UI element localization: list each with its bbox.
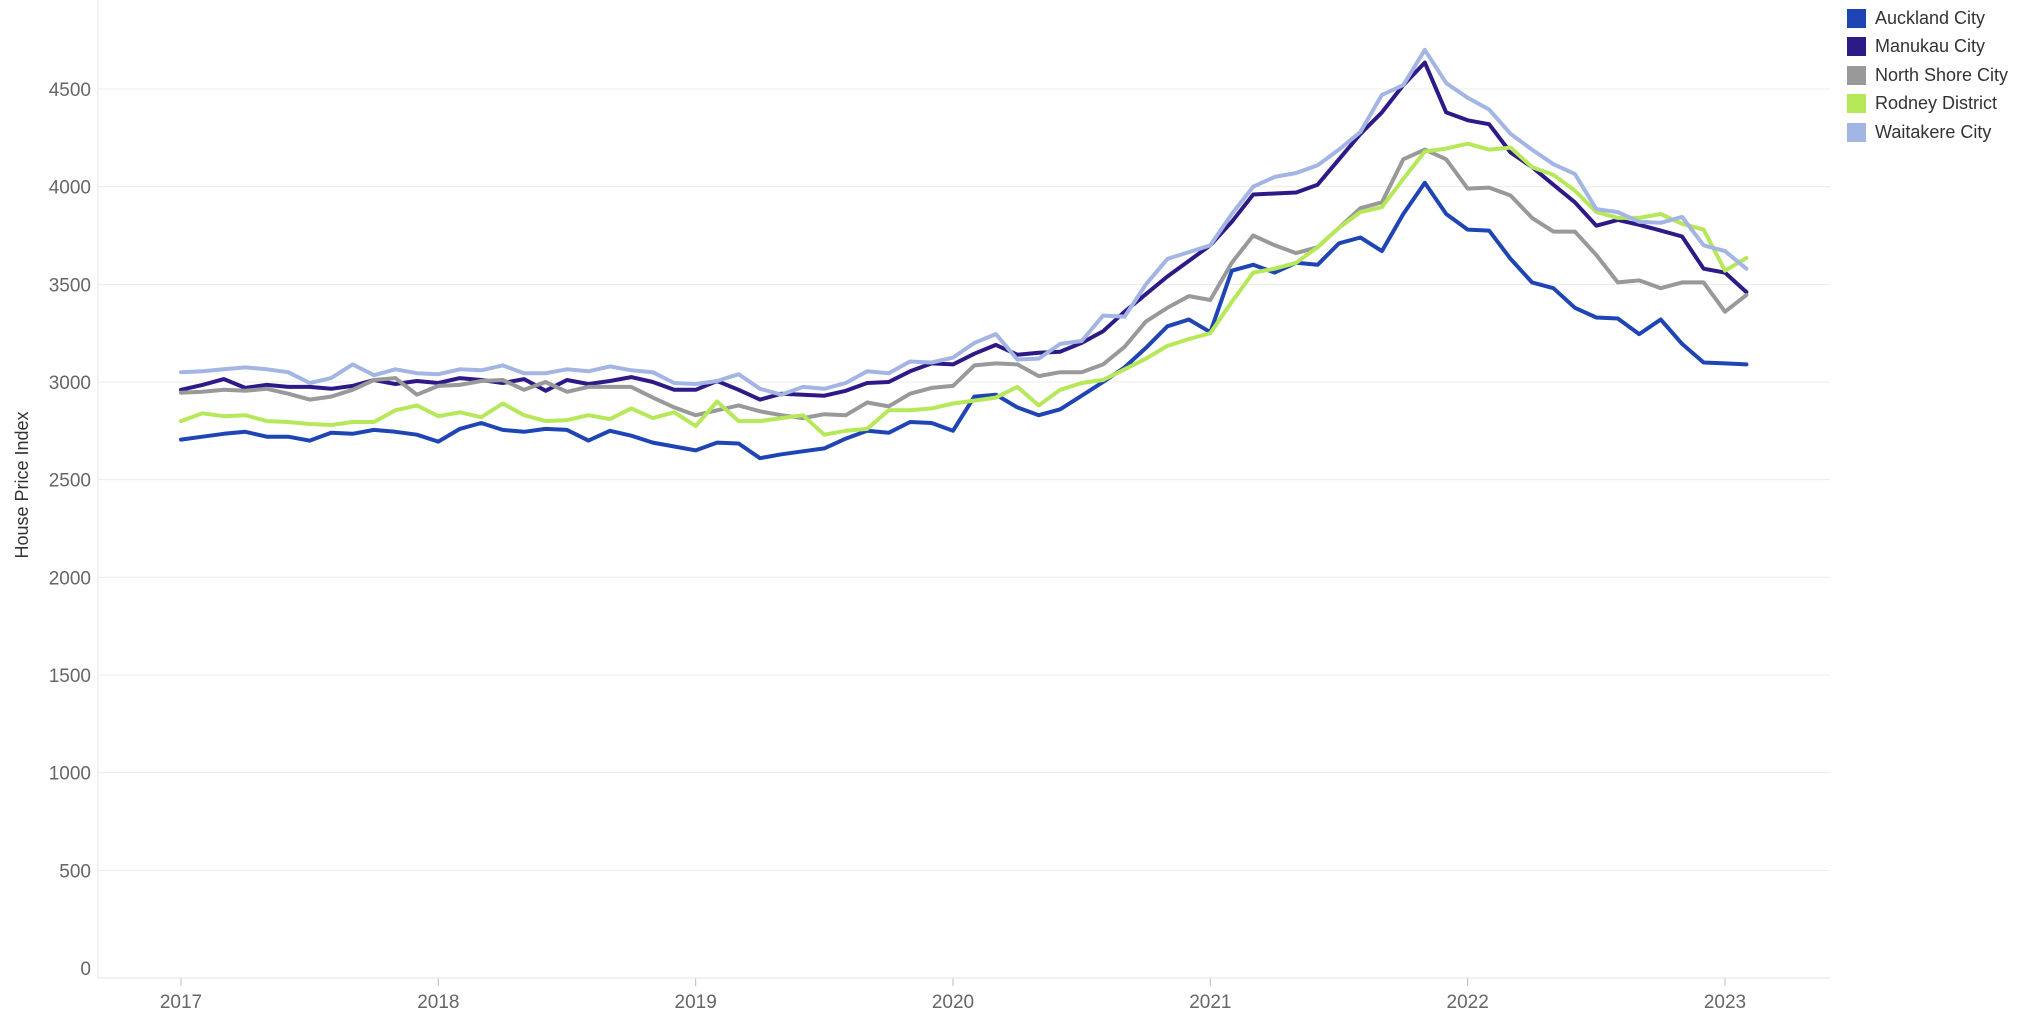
x-tick-label: 2022	[1447, 992, 1489, 1013]
legend-swatch	[1847, 65, 1866, 85]
series-line-auckland-city	[179, 180, 1749, 461]
y-tick-label: 2000	[49, 568, 91, 589]
y-tick-label: 4000	[49, 178, 91, 199]
legend-swatch	[1847, 8, 1866, 28]
line-chart: 0 500 1000 1500 2000 2500 3000 3500 4000 4500 201…	[12, 0, 1830, 1013]
series-lines	[179, 47, 1749, 461]
legend-item-manukau-city[interactable]: Manukau City	[1847, 33, 2008, 62]
series-line-north-shore-city	[179, 147, 1749, 421]
legend-swatch	[1847, 94, 1866, 114]
legend-label: Waitakere City	[1875, 121, 1992, 142]
legend-label: Manukau City	[1875, 36, 1986, 57]
legend-label: Rodney District	[1875, 93, 1998, 114]
legend-swatch	[1847, 37, 1866, 57]
legend-item-waitakere-city[interactable]: Waitakere City	[1847, 118, 2008, 147]
series-line-manukau-city	[179, 60, 1749, 402]
x-axis-ticks: 2017 2018 2019 2020 2021 2022 2023	[160, 978, 1746, 1013]
x-tick-label: 2019	[675, 992, 717, 1013]
y-tick-label: 3500	[49, 275, 91, 296]
y-tick-label: 1500	[49, 666, 91, 687]
y-axis-label: House Price Index	[12, 411, 32, 558]
legend: Auckland City Manukau City North Shore Cit…	[1847, 4, 2008, 147]
legend-swatch	[1847, 122, 1866, 142]
legend-label: Auckland City	[1875, 7, 1986, 28]
series-line-waitakere-city	[179, 47, 1749, 397]
x-tick-label: 2020	[932, 992, 974, 1013]
y-tick-label: 3000	[49, 373, 91, 394]
x-tick-label: 2021	[1189, 992, 1231, 1013]
legend-item-auckland-city[interactable]: Auckland City	[1847, 4, 2008, 33]
x-tick-label: 2018	[417, 992, 459, 1013]
y-axis-ticks: 0 500 1000 1500 2000 2500 3000 3500 4000 4500	[49, 80, 91, 980]
y-tick-label: 0	[80, 959, 91, 980]
y-tick-label: 1000	[49, 764, 91, 785]
y-tick-label: 4500	[49, 80, 91, 101]
y-tick-label: 2500	[49, 471, 91, 492]
legend-label: North Shore City	[1875, 64, 2009, 85]
legend-item-north-shore-city[interactable]: North Shore City	[1847, 61, 2008, 90]
legend-item-rodney-district[interactable]: Rodney District	[1847, 90, 2008, 119]
series-line-rodney-district	[179, 141, 1749, 437]
grid-lines	[98, 88, 1830, 871]
y-tick-label: 500	[59, 861, 91, 882]
x-tick-label: 2023	[1704, 992, 1746, 1013]
x-tick-label: 2017	[160, 992, 202, 1013]
